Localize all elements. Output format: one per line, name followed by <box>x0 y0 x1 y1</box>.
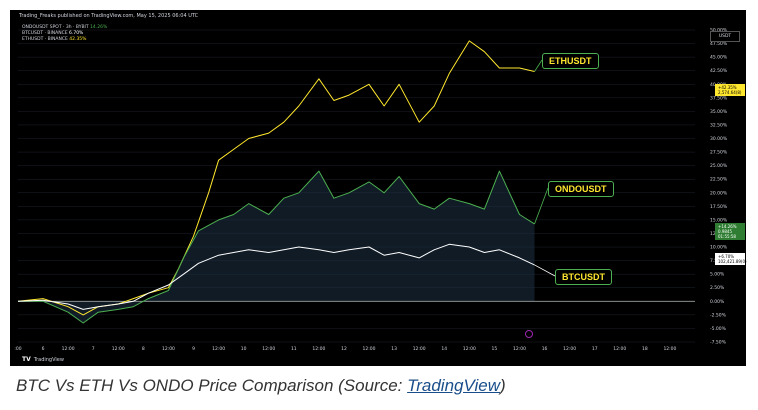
ondousdt-line[interactable] <box>18 170 535 324</box>
x-tick-label: 12:00 <box>212 346 225 352</box>
comparison-chart[interactable]: 50.00%47.50%45.00%42.50%40.00%37.50%35.0… <box>10 10 746 366</box>
x-tick-label: 12:00 <box>413 346 426 352</box>
ondo-symbol-tag: ONDOUSDT <box>548 181 614 197</box>
x-tick-label: 12:00 <box>312 346 325 352</box>
x-tick-label: 12:00 <box>563 346 576 352</box>
x-tick-label: 12:00 <box>162 346 175 352</box>
y-tick-label: 42.50% <box>710 68 728 74</box>
btc-price-tag: +6.70% 102,421.89(0) <box>715 253 747 265</box>
callout-connector <box>534 187 549 225</box>
y-tick-label: 17.50% <box>710 204 728 210</box>
x-tick-label: 12:00 <box>663 346 676 352</box>
y-tick-label: 30.00% <box>710 136 728 142</box>
tradingview-brand[interactable]: TV TradingView <box>22 356 64 363</box>
x-tick-label: 12:00 <box>363 346 376 352</box>
x-tick-label: 10 <box>241 346 247 352</box>
y-tick-label: 0.00% <box>710 299 725 305</box>
y-tick-label: 45.00% <box>710 55 728 61</box>
x-tick-label: 11 <box>291 346 297 352</box>
x-tick-label: 12:00 <box>62 346 75 352</box>
y-tick-label: -7.50% <box>710 340 727 346</box>
x-tick-label: 14 <box>441 346 447 352</box>
legend: ONDOUSDT SPOT · 3h · BYBIT 14.26% BTCUSD… <box>22 25 107 43</box>
figure-caption: BTC Vs ETH Vs ONDO Price Comparison (Sou… <box>16 376 506 395</box>
legend-item[interactable]: BTCUSDT · BINANCE 6.70% <box>22 31 84 36</box>
x-tick-label: 7 <box>92 346 95 352</box>
x-tick-label: 12:00 <box>112 346 125 352</box>
x-tick-label: 8 <box>142 346 145 352</box>
y-tick-label: 2.50% <box>710 285 725 291</box>
currency-selector[interactable]: USDT <box>710 31 740 42</box>
y-tick-label: 27.50% <box>710 150 728 156</box>
event-marker-icon[interactable] <box>525 330 533 338</box>
y-tick-label: 25.00% <box>710 163 728 169</box>
y-tick-label: 35.00% <box>710 109 728 115</box>
x-tick-label: 18 <box>642 346 648 352</box>
y-tick-label: 22.50% <box>710 177 728 183</box>
y-tick-label: 32.50% <box>710 122 728 128</box>
callout-connector <box>534 264 556 277</box>
y-tick-label: 15.00% <box>710 217 728 223</box>
legend-item[interactable]: ETHUSDT · BINANCE 42.35% <box>22 37 87 42</box>
x-tick-label: :00 <box>14 346 21 352</box>
x-tick-label: 16 <box>542 346 548 352</box>
x-tick-label: 12:00 <box>262 346 275 352</box>
y-tick-label: 37.50% <box>710 95 728 101</box>
eth-price-tag: +42.35% 2,574.64(8) <box>715 84 745 96</box>
source-link[interactable]: TradingView <box>407 376 501 395</box>
y-tick-label: 20.00% <box>710 190 728 196</box>
x-tick-label: 12:00 <box>463 346 476 352</box>
y-tick-label: 47.50% <box>710 41 728 47</box>
btc-symbol-tag: BTCUSDT <box>555 269 612 285</box>
x-tick-label: 9 <box>192 346 195 352</box>
x-tick-label: 12 <box>341 346 347 352</box>
callout-connector <box>534 59 543 72</box>
x-tick-label: 12:00 <box>513 346 526 352</box>
y-tick-label: 5.00% <box>710 272 725 278</box>
y-tick-label: -5.00% <box>710 326 727 332</box>
y-tick-label: 10.00% <box>710 245 728 251</box>
eth-symbol-tag: ETHUSDT <box>542 53 599 69</box>
x-tick-label: 15 <box>492 346 498 352</box>
ondo-price-tag: +14.26% 0.9845 01:55:58 <box>715 223 745 240</box>
btcusdt-line[interactable] <box>17 243 535 310</box>
x-tick-label: 13 <box>391 346 397 352</box>
ondo-area-fill <box>18 171 535 323</box>
x-tick-label: 17 <box>592 346 598 352</box>
x-tick-label: 12:00 <box>613 346 626 352</box>
x-tick-label: 6 <box>42 346 45 352</box>
publish-header: Trading_Freaks published on TradingView.… <box>19 13 199 19</box>
tradingview-logo-icon: TV <box>22 356 31 363</box>
y-tick-label: -2.50% <box>710 312 727 318</box>
chart-frame: 50.00%47.50%45.00%42.50%40.00%37.50%35.0… <box>10 10 747 366</box>
y-tick-label: 50.00% <box>710 28 728 34</box>
legend-item[interactable]: ONDOUSDT SPOT · 3h · BYBIT 14.26% <box>22 25 108 30</box>
